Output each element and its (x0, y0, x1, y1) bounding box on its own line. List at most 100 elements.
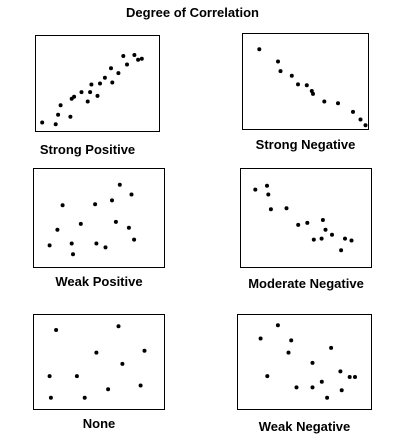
data-point (136, 57, 141, 62)
data-point (305, 220, 310, 225)
data-point (117, 182, 122, 187)
data-point (296, 222, 301, 227)
panel-strong-negative (242, 33, 369, 130)
data-point (349, 238, 354, 243)
panel-title-strong-positive: Strong Positive (39, 142, 136, 157)
panel-title-moderate-negative: Moderate Negative (248, 276, 364, 291)
data-point (294, 385, 299, 390)
data-point (47, 243, 52, 248)
data-point (53, 122, 58, 127)
data-point (347, 375, 352, 379)
data-point (129, 192, 134, 197)
data-point (319, 379, 324, 384)
data-point (322, 99, 327, 104)
data-point (265, 183, 269, 188)
panel-title-strong-negative: Strong Negative (255, 137, 356, 152)
data-point (78, 221, 83, 226)
data-point (116, 71, 121, 76)
data-point (286, 350, 291, 355)
data-point (121, 54, 126, 58)
data-point (323, 227, 328, 232)
data-point (125, 62, 129, 67)
data-point (106, 387, 111, 392)
data-point (358, 117, 363, 122)
data-point (89, 82, 94, 87)
scatter-plot-weak-positive (47, 182, 137, 257)
data-point (330, 232, 334, 237)
data-point (296, 82, 300, 87)
data-point (68, 114, 73, 119)
data-point (138, 383, 143, 388)
data-point (40, 120, 45, 125)
data-point (82, 395, 87, 400)
data-point (98, 81, 102, 86)
data-point (94, 350, 99, 355)
data-point (343, 236, 347, 241)
data-point (338, 369, 343, 374)
data-point (54, 328, 59, 332)
scatter-plot-strong-negative (257, 47, 368, 128)
data-point (95, 93, 100, 98)
data-point (139, 56, 144, 61)
data-point (79, 90, 84, 95)
data-point (47, 374, 52, 379)
data-point (69, 241, 74, 246)
chart-figure-title: Degree of Correlation (126, 5, 259, 20)
data-point (93, 202, 98, 207)
data-point (94, 241, 99, 246)
data-point (55, 227, 60, 232)
data-point (311, 237, 316, 242)
data-point (60, 203, 65, 208)
scatter-plot-moderate-negative (253, 183, 354, 253)
data-point (268, 207, 273, 212)
data-point (353, 375, 357, 379)
data-point (289, 73, 294, 78)
panel-title-none: None (82, 416, 116, 431)
data-point (110, 80, 115, 85)
data-point (304, 83, 309, 88)
data-point (56, 112, 61, 117)
data-point (48, 395, 53, 400)
data-point (113, 219, 118, 224)
panel-title-weak-negative: Weak Negative (258, 419, 351, 434)
data-point (266, 192, 271, 197)
data-point (103, 245, 108, 250)
data-point (319, 236, 324, 241)
data-point (110, 198, 114, 203)
scatter-plot-none (47, 324, 147, 400)
data-point (310, 360, 315, 365)
panel-strong-positive (35, 35, 160, 132)
data-point (71, 252, 75, 257)
data-point (126, 225, 131, 230)
panel-none (33, 314, 165, 410)
scatter-plot-strong-positive (40, 53, 144, 127)
data-point (132, 53, 137, 57)
data-point (310, 385, 315, 390)
data-point (278, 69, 283, 74)
data-point (85, 99, 90, 104)
data-point (88, 90, 93, 95)
data-point (320, 218, 325, 222)
data-point (275, 323, 280, 328)
data-point (253, 187, 258, 192)
data-point (363, 123, 368, 128)
panel-moderate-negative (240, 168, 372, 268)
data-point (120, 361, 125, 366)
data-point (74, 374, 79, 379)
data-point (72, 94, 77, 99)
data-point (276, 59, 280, 64)
panel-weak-positive (33, 168, 165, 268)
data-point (265, 374, 270, 379)
data-point (102, 75, 107, 80)
data-point (311, 91, 315, 96)
data-point (258, 336, 263, 341)
data-point (329, 345, 334, 350)
data-point (284, 206, 289, 211)
data-point (257, 47, 262, 52)
data-point (58, 103, 63, 108)
data-point (109, 66, 113, 71)
data-point (132, 237, 137, 242)
scatter-plot-weak-negative (258, 323, 357, 400)
panel-title-weak-positive: Weak Positive (55, 274, 143, 289)
panel-weak-negative (237, 314, 372, 410)
